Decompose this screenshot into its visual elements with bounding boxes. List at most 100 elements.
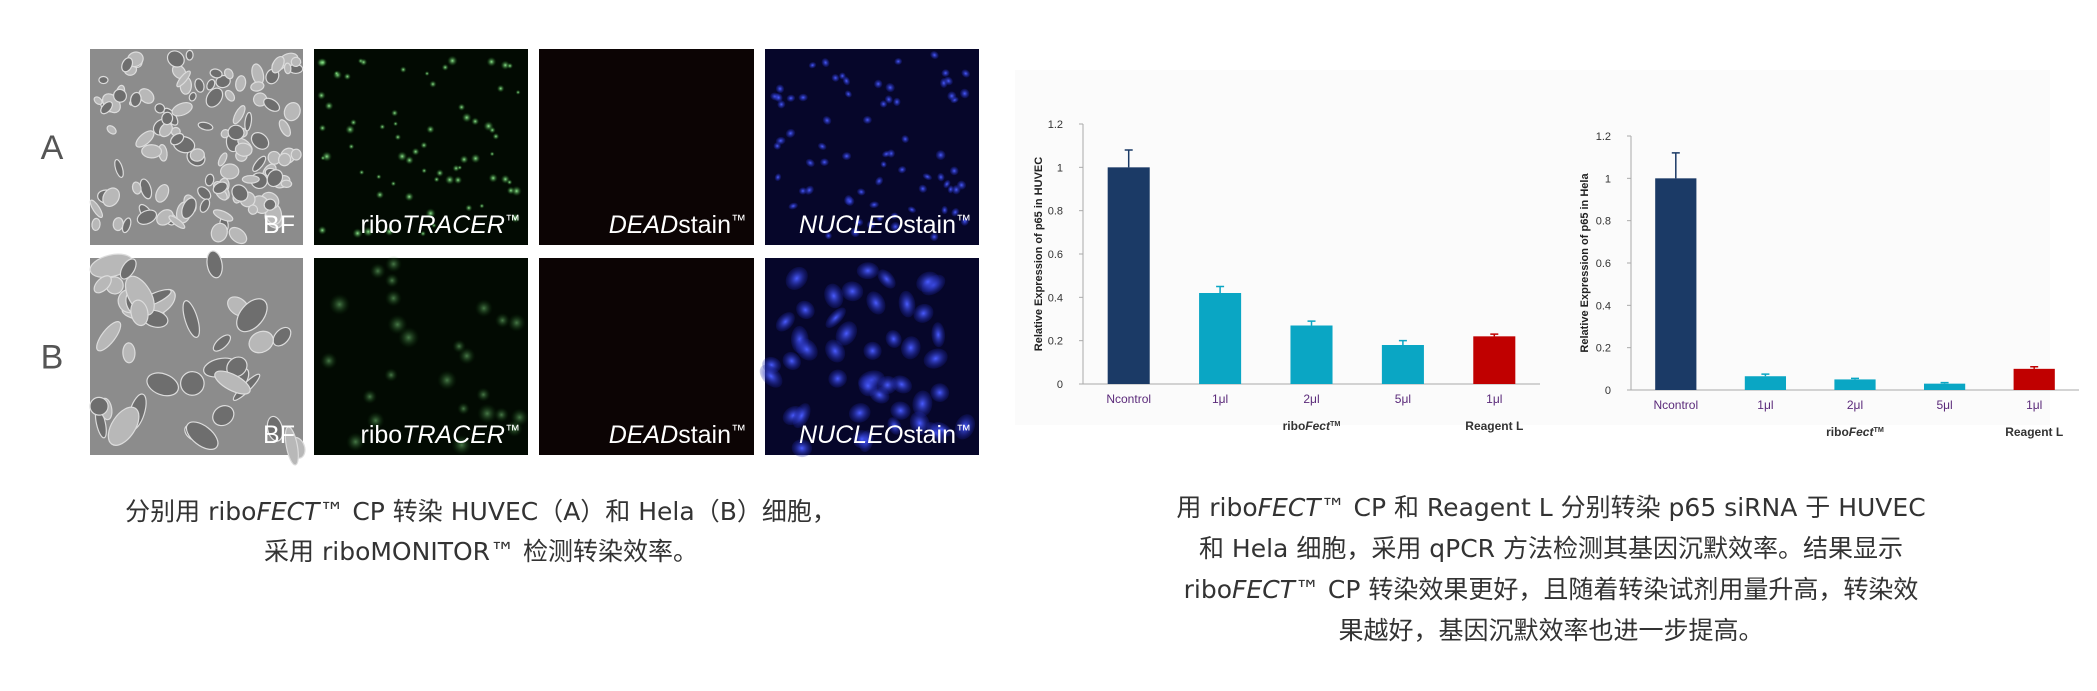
cell	[425, 208, 436, 219]
text-run: 分别用 ribo	[125, 497, 256, 526]
y-tick-label: 0.6	[1596, 258, 1611, 270]
cell	[506, 62, 514, 70]
text-run: ™ CP 和 Reagent L 分别转染 p65 siRNA 于 HUVEC	[1321, 493, 1926, 522]
cell	[277, 152, 292, 167]
nucleus	[863, 341, 882, 360]
nucleus	[848, 403, 871, 423]
micrograph	[314, 49, 528, 245]
nucleus	[894, 58, 903, 65]
cell	[317, 225, 327, 235]
cell	[248, 330, 274, 354]
cell	[290, 148, 302, 161]
cell	[89, 199, 104, 219]
cell	[421, 167, 428, 174]
cell	[505, 420, 523, 438]
cell	[130, 299, 149, 327]
cell	[494, 407, 509, 423]
cell	[324, 101, 334, 111]
panel-label: riboTRACER™	[361, 421, 520, 449]
bar	[1655, 178, 1697, 390]
cell	[170, 132, 185, 146]
nucleus	[913, 303, 934, 323]
row-label: B	[41, 339, 64, 377]
nucleus	[951, 208, 960, 217]
cell	[474, 299, 493, 318]
nucleus	[954, 414, 976, 440]
cell	[477, 403, 498, 424]
micrograph	[89, 250, 306, 466]
cell	[426, 125, 435, 134]
nucleus	[798, 187, 807, 195]
cell	[384, 289, 402, 307]
cell	[317, 91, 326, 100]
cell	[171, 101, 193, 117]
panel-label: NUCLEOstain™	[799, 421, 971, 449]
x-tick-label: Ncontrol	[1653, 398, 1698, 412]
nucleus	[791, 439, 813, 458]
bar	[1923, 383, 1966, 390]
nucleus	[937, 172, 945, 182]
cell	[146, 372, 179, 397]
nucleus	[907, 206, 917, 213]
nucleus	[880, 161, 887, 168]
nucleus	[890, 401, 911, 420]
error-bar	[1761, 373, 1770, 377]
nucleus	[900, 336, 921, 360]
cell	[280, 179, 293, 188]
error-bar	[1307, 320, 1316, 326]
nucleus	[821, 58, 830, 68]
bar	[1834, 379, 1876, 390]
nucleus	[956, 180, 967, 190]
y-tick-label: 0.8	[1048, 206, 1063, 218]
text-run: 和 Hela 细胞，采用 qPCR 方法检测其基因沉默效率。结果显示	[1199, 534, 1903, 563]
cell	[212, 334, 232, 352]
text-run: DEAD	[609, 421, 678, 449]
x-tick-label: 2μl	[1303, 392, 1319, 406]
cell	[131, 181, 142, 195]
nucleus	[912, 390, 933, 417]
nucleus	[885, 83, 895, 93]
y-axis-label: Relative Expression of p65 in Hela	[1579, 173, 1591, 353]
text-run: stain	[903, 421, 956, 449]
y-tick-label: 0	[1057, 379, 1063, 391]
nucleus	[887, 417, 902, 435]
cell	[212, 209, 234, 222]
x-tick-label: 5μl	[1936, 398, 1952, 412]
cell	[471, 117, 480, 126]
cell	[452, 164, 460, 173]
nucleus	[795, 338, 818, 361]
nucleus	[785, 128, 796, 138]
text-run: 采用 riboMONITOR™ 检测转染效率。	[264, 537, 698, 566]
x-tick-label: 1μl	[1486, 392, 1502, 406]
cell	[93, 275, 112, 294]
nucleus	[909, 411, 930, 435]
panel-label: BF	[263, 421, 295, 449]
cell	[232, 105, 246, 125]
cell	[121, 217, 132, 234]
cell	[458, 347, 476, 365]
cell	[318, 124, 327, 132]
nucleus	[775, 312, 795, 332]
text-run: stain	[903, 211, 956, 239]
nucleus	[850, 227, 860, 238]
text-run: FECT	[1258, 493, 1323, 522]
text-run: Fect	[1849, 425, 1875, 439]
cell	[506, 179, 513, 186]
text-run: TRACER	[402, 421, 505, 449]
cell	[392, 121, 399, 127]
cell	[168, 215, 186, 229]
error-bar	[1124, 149, 1133, 168]
text-run: Reagent L	[1465, 419, 1523, 433]
cell	[267, 150, 282, 165]
cell	[241, 174, 260, 184]
nucleus	[835, 321, 858, 346]
text-run: FECT	[256, 497, 321, 526]
text-run: stain	[678, 211, 731, 239]
cell	[135, 130, 155, 148]
cell	[390, 180, 397, 187]
cell	[431, 222, 437, 229]
cell	[437, 370, 458, 391]
cell	[185, 49, 194, 61]
text-run: BF	[263, 421, 295, 449]
cell	[136, 209, 158, 225]
